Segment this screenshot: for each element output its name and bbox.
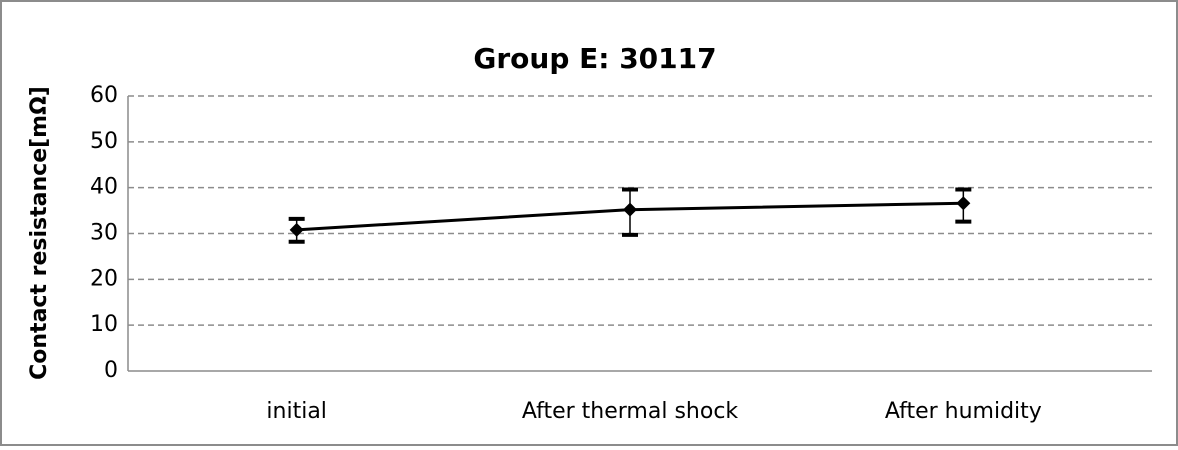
y-tick-label: 60 [90,83,118,108]
y-tick-label: 30 [90,221,118,246]
y-axis-label: Contact resistance[mΩ] [27,86,52,380]
x-tick-label: initial [266,399,327,424]
y-tick-label: 50 [90,129,118,154]
marker [289,222,304,237]
x-tick-label: After thermal shock [522,399,739,424]
marker [956,196,971,211]
y-tick-label: 0 [104,358,118,383]
y-tick-label: 20 [90,266,118,291]
marker [623,202,637,217]
x-tick-label: After humidity [885,399,1042,424]
y-tick-label: 40 [90,175,118,200]
chart-title: Group E: 30117 [473,42,716,75]
y-tick-label: 10 [90,312,118,337]
